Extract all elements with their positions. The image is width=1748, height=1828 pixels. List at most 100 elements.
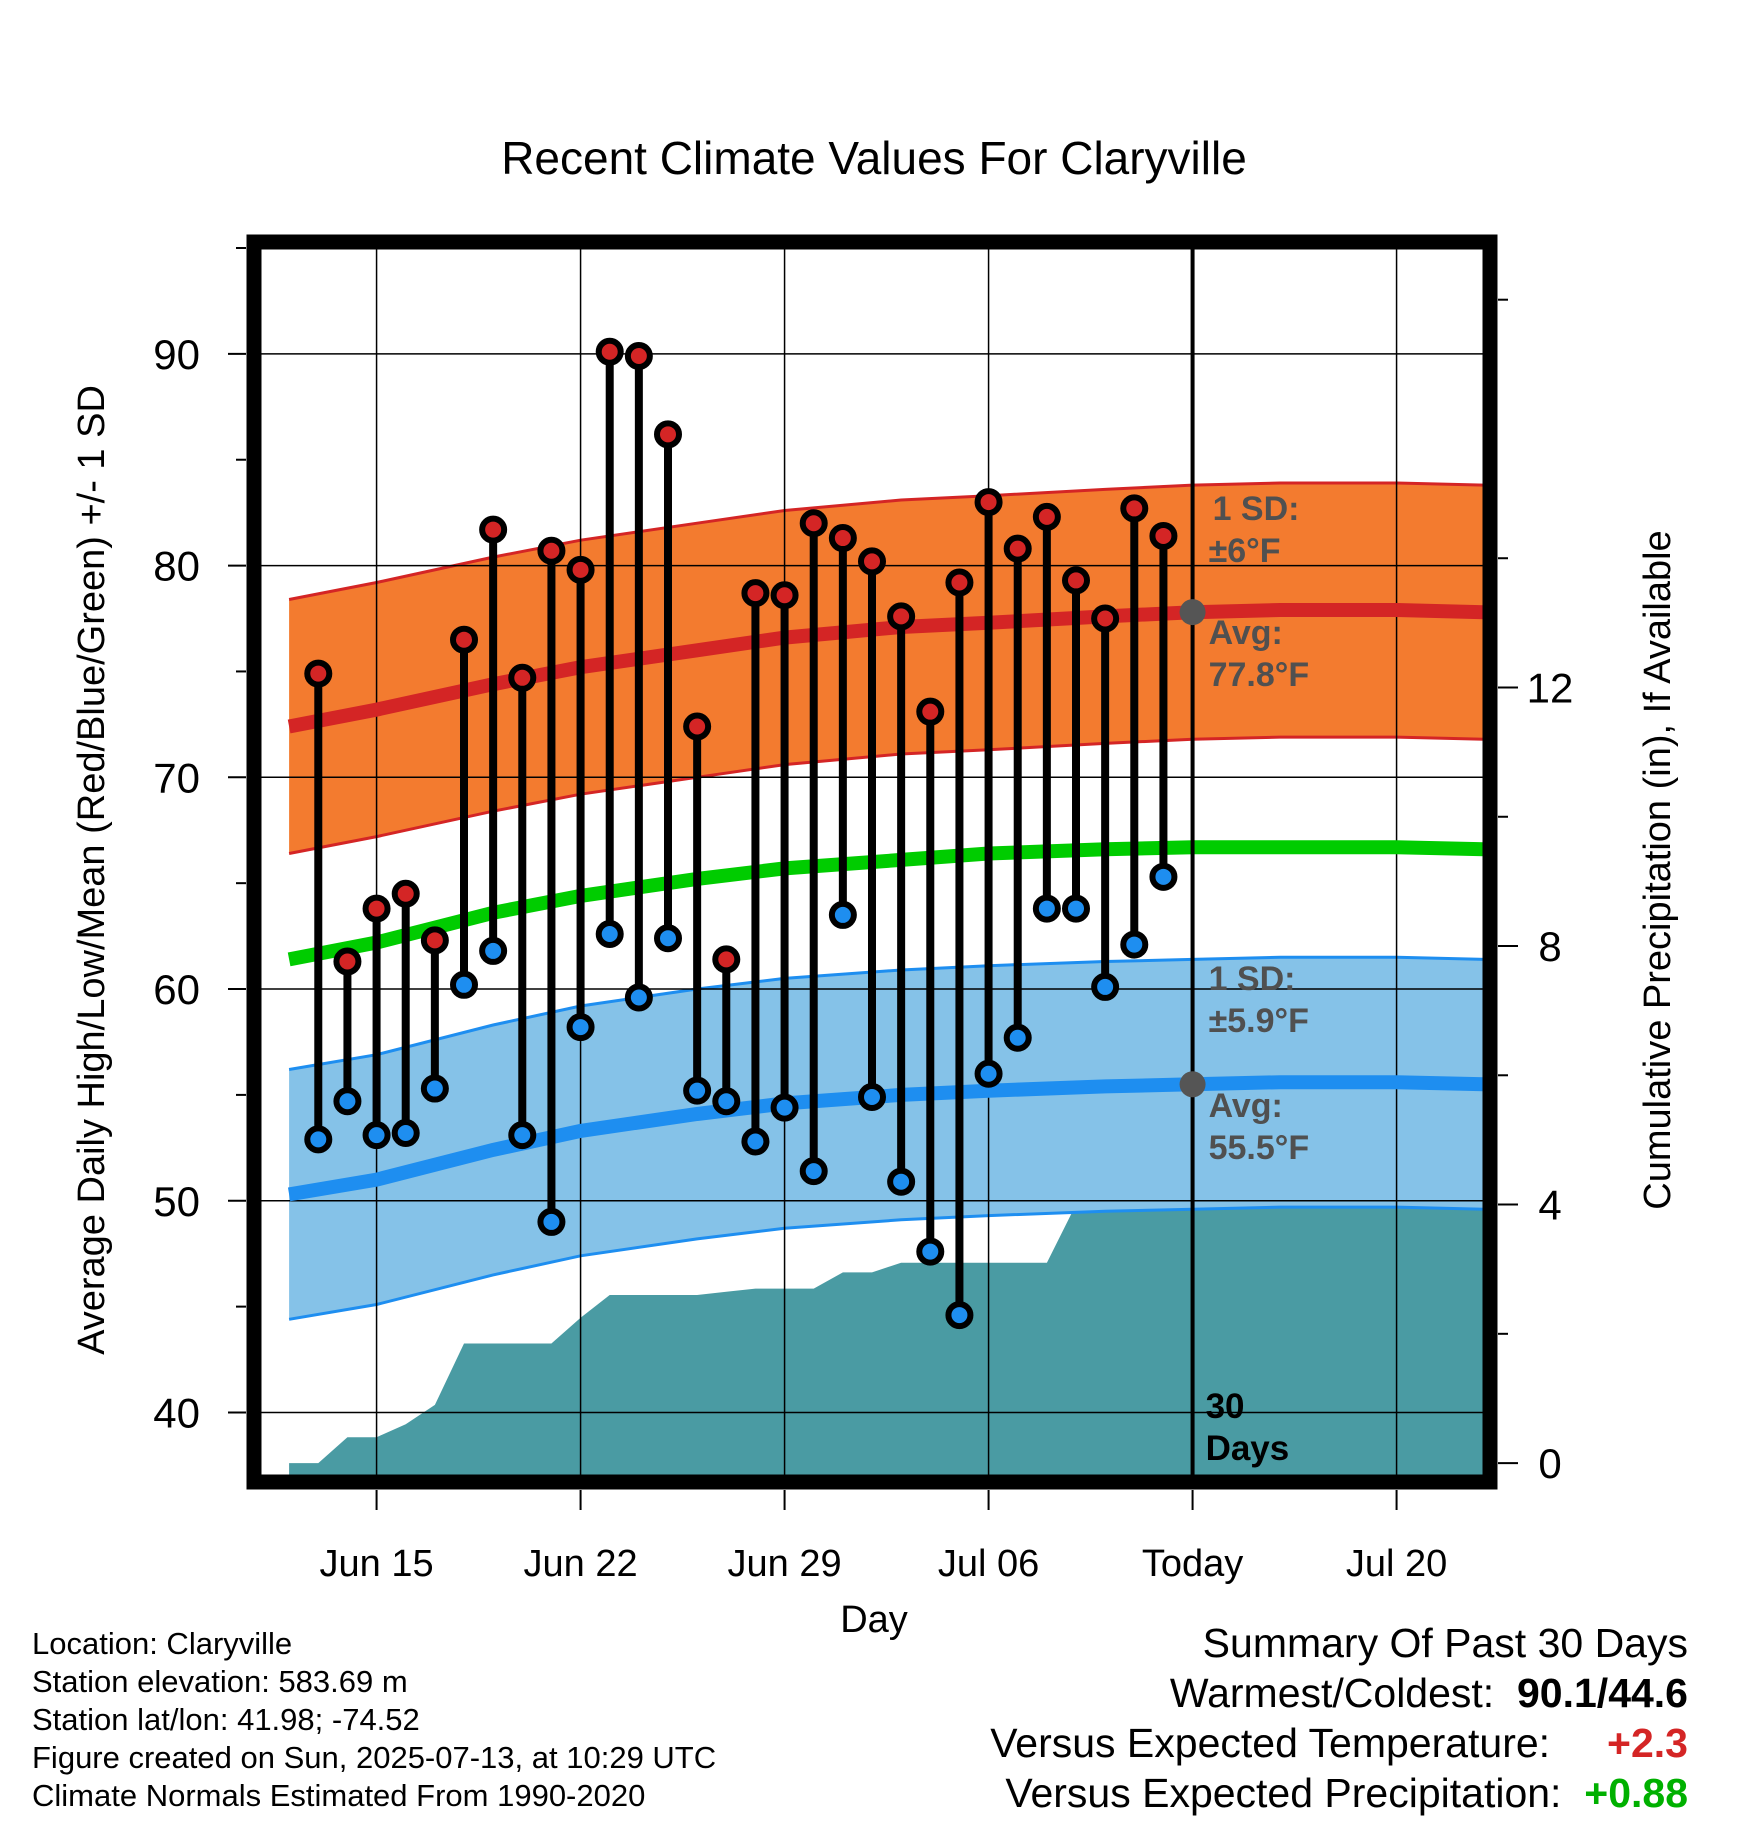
daily-high-point — [1149, 521, 1178, 550]
daily-high-point — [537, 536, 566, 565]
summary-temp-label: Versus Expected Temperature: — [990, 1720, 1551, 1766]
daily-high-point — [566, 555, 595, 584]
y-tick-label: 70 — [153, 754, 200, 801]
daily-low-point — [887, 1167, 916, 1196]
daily-high-point — [420, 926, 449, 955]
daily-high-point — [770, 581, 799, 610]
daily-low-point — [508, 1121, 537, 1150]
daily-low-point — [450, 970, 478, 999]
summary-warmest-label: Warmest/Coldest: — [1169, 1670, 1495, 1716]
daily-high-point — [595, 337, 624, 366]
daily-high-point — [1003, 534, 1032, 563]
daily-low-point — [1032, 894, 1061, 923]
station-info: Location: Claryville Station elevation: … — [32, 1625, 716, 1815]
daily-high-point — [333, 947, 362, 976]
low-sd-label: 1 SD: — [1209, 960, 1296, 998]
y2-tick-label: 0 — [1538, 1440, 1561, 1487]
summary-precip-label: Versus Expected Precipitation: — [1005, 1770, 1562, 1816]
daily-low-point — [945, 1301, 974, 1330]
high-avg-label: Avg: — [1209, 614, 1283, 652]
y-tick-label: 90 — [153, 331, 200, 378]
daily-low-point — [712, 1087, 741, 1116]
today-low-normal-point — [1179, 1071, 1206, 1098]
summary-title: Summary Of Past 30 Days — [1202, 1620, 1688, 1666]
created-text: Figure created on Sun, 2025-07-13, at 10… — [32, 1740, 717, 1775]
daily-low-point — [1120, 930, 1149, 959]
daily-low-point — [595, 919, 624, 948]
daily-high-point — [1091, 604, 1120, 633]
daily-high-point — [683, 712, 712, 741]
days-number-label: 30 — [1206, 1387, 1245, 1426]
daily-low-point — [654, 924, 682, 953]
plot-area: 1 SD: ±6°F Avg: 77.8°F 1 SD: ±5.9°F Avg: 55.5°F… — [153, 234, 1574, 1585]
y2-tick-label: 4 — [1538, 1182, 1561, 1229]
high-sd-label: 1 SD: — [1213, 490, 1300, 528]
x-tick-label: Jun 15 — [320, 1543, 434, 1585]
daily-low-point — [974, 1059, 1003, 1088]
days-word-label: Days — [1206, 1429, 1290, 1468]
daily-high-point — [1120, 494, 1149, 523]
elevation-text: Station elevation: 583.69 m — [32, 1664, 408, 1699]
daily-low-point — [304, 1125, 333, 1154]
x-tick-label: Jun 22 — [524, 1543, 638, 1585]
daily-high-point — [887, 602, 916, 631]
y2-tick-label: 12 — [1527, 664, 1574, 711]
location-text: Location: Claryville — [32, 1626, 293, 1661]
summary-panel: Summary Of Past 30 Days Warmest/Coldest:… — [990, 1618, 1688, 1818]
daily-high-point — [712, 945, 741, 974]
summary-warmest-value: 90.1/44.6 — [1517, 1670, 1688, 1716]
low-band — [289, 957, 1485, 1320]
chart-title: Recent Climate Values For Claryville — [501, 132, 1247, 184]
summary-precip-row: Versus Expected Precipitation: +0.88 — [990, 1768, 1688, 1818]
y-tick-label: 80 — [153, 543, 200, 590]
y2-tick-label: 8 — [1538, 923, 1561, 970]
daily-low-point — [828, 900, 857, 929]
daily-high-point — [858, 547, 886, 576]
daily-low-point — [479, 936, 508, 965]
low-avg-value: 55.5°F — [1209, 1129, 1310, 1167]
daily-high-point — [362, 894, 391, 923]
latlon-text: Station lat/lon: 41.98; -74.52 — [32, 1702, 420, 1737]
daily-low-point — [858, 1083, 886, 1112]
daily-low-point — [391, 1119, 420, 1148]
daily-low-point — [333, 1087, 362, 1116]
daily-low-point — [741, 1127, 770, 1156]
plot-frame — [246, 234, 1498, 1490]
daily-high-point — [828, 524, 857, 553]
summary-temp-row: Versus Expected Temperature: +2.3 — [990, 1718, 1688, 1768]
normal-mean-line — [287, 840, 1485, 967]
daily-high-point — [741, 579, 770, 608]
daily-high-point — [1032, 502, 1061, 531]
daily-high-point — [508, 663, 537, 692]
daily-low-point — [770, 1093, 799, 1122]
daily-high-point — [799, 509, 828, 538]
daily-low-point — [1149, 862, 1178, 891]
daily-high-point — [479, 515, 508, 544]
low-avg-label: Avg: — [1209, 1087, 1283, 1125]
daily-low-point — [1091, 972, 1120, 1001]
summary-temp-value: +2.3 — [1607, 1720, 1688, 1766]
y-tick-label: 40 — [153, 1389, 200, 1436]
daily-high-point — [1062, 566, 1090, 595]
x-tick-label: Jun 29 — [728, 1543, 842, 1585]
daily-low-point — [624, 983, 653, 1012]
daily-high-point — [304, 659, 333, 688]
daily-low-point — [916, 1237, 945, 1266]
y-tick-label: 50 — [153, 1178, 200, 1225]
summary-warmest-row: Warmest/Coldest: 90.1/44.6 — [990, 1668, 1688, 1718]
daily-high-point — [916, 697, 945, 726]
daily-high-point — [654, 420, 682, 449]
daily-high-point — [624, 341, 653, 370]
y-axis-label: Average Daily High/Low/Mean (Red/Blue/Gr… — [71, 385, 113, 1355]
daily-high-point — [945, 568, 974, 597]
daily-low-point — [420, 1074, 449, 1103]
low-band-lower — [288, 1205, 1485, 1321]
y-tick-label: 60 — [153, 966, 200, 1013]
daily-low-point — [566, 1013, 595, 1042]
daily-high-point — [450, 625, 478, 654]
x-tick-label: Jul 06 — [938, 1543, 1039, 1585]
x-axis-label: Day — [840, 1599, 908, 1641]
daily-low-point — [537, 1207, 566, 1236]
y2-axis-label: Cumulative Precipitation (in), If Availa… — [1637, 530, 1679, 1209]
